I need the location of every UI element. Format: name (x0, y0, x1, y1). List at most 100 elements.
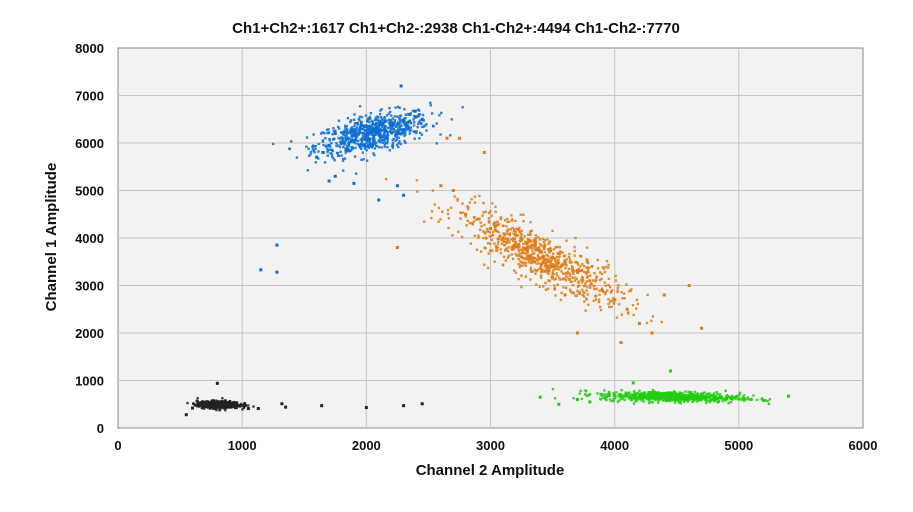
data-point (539, 276, 543, 279)
data-point (522, 251, 526, 255)
data-point (379, 136, 382, 139)
data-point (547, 270, 551, 273)
data-point (358, 115, 362, 119)
data-point (612, 399, 615, 403)
data-point (554, 268, 557, 271)
data-point (366, 139, 369, 142)
data-point (506, 250, 510, 253)
data-point (222, 404, 226, 408)
data-point (313, 151, 316, 154)
data-point (395, 115, 399, 118)
data-point (589, 286, 592, 289)
data-point (398, 139, 401, 143)
data-point (225, 400, 228, 404)
data-point (358, 145, 362, 148)
data-point (515, 245, 518, 249)
data-point (398, 118, 402, 121)
data-point (709, 396, 712, 399)
data-point (581, 293, 584, 297)
data-point (317, 150, 320, 153)
data-point (712, 400, 716, 403)
data-point (397, 136, 400, 139)
data-point (323, 161, 327, 164)
data-point (605, 395, 608, 399)
data-point (345, 129, 349, 132)
data-point (489, 210, 492, 213)
data-point (729, 400, 733, 404)
data-point (579, 265, 582, 268)
data-point (634, 394, 637, 397)
data-point (358, 105, 362, 108)
data-point (709, 399, 713, 402)
data-point (232, 403, 236, 406)
data-point (353, 122, 357, 125)
data-point (547, 260, 550, 264)
data-point (439, 133, 442, 136)
data-point (697, 395, 700, 399)
data-point (414, 110, 417, 113)
data-point (612, 301, 616, 304)
data-point (613, 298, 617, 302)
data-point (416, 190, 419, 193)
data-point (390, 123, 394, 126)
data-point (540, 270, 543, 274)
data-point (683, 400, 686, 403)
data-point (473, 201, 477, 204)
data-point (596, 392, 599, 395)
data-point (321, 151, 325, 154)
data-point (494, 205, 497, 209)
data-point (506, 229, 509, 232)
data-point (399, 127, 403, 131)
data-point (571, 268, 575, 271)
data-point (595, 287, 598, 290)
data-point (511, 237, 515, 240)
data-point (708, 400, 712, 404)
data-point (614, 279, 618, 282)
data-point (526, 251, 529, 254)
data-point (662, 293, 666, 297)
data-point (389, 114, 393, 117)
data-point (640, 395, 644, 399)
data-point (385, 129, 388, 132)
data-point (320, 404, 324, 408)
data-point (246, 407, 250, 411)
data-point (352, 181, 356, 185)
data-point (598, 289, 601, 292)
data-point (513, 227, 516, 231)
data-point (706, 392, 709, 396)
data-point (259, 268, 263, 272)
data-point (438, 114, 441, 117)
data-point (622, 395, 625, 398)
data-point (377, 119, 380, 122)
data-point (560, 291, 563, 295)
data-point (488, 231, 491, 234)
data-point (648, 401, 651, 405)
data-point (284, 405, 288, 409)
data-point (502, 224, 505, 228)
data-point (553, 264, 556, 267)
data-point (477, 234, 480, 237)
x-axis-label: Channel 2 Amplitude (416, 462, 565, 479)
data-point (368, 115, 372, 119)
data-point (389, 124, 393, 128)
data-point (405, 121, 408, 124)
data-point (400, 129, 403, 132)
data-point (350, 126, 354, 129)
data-point (421, 125, 424, 129)
x-axis-ticks: 0 1000 2000 3000 4000 5000 6000 (114, 438, 877, 453)
data-point (520, 239, 524, 242)
y-tick-label: 8000 (75, 41, 104, 56)
data-point (512, 247, 515, 251)
data-point (553, 278, 556, 281)
data-point (460, 235, 464, 239)
data-point (573, 276, 576, 279)
data-point (660, 320, 663, 324)
data-point (430, 210, 434, 213)
data-point (543, 251, 546, 254)
data-point (386, 139, 389, 142)
data-point (350, 135, 354, 139)
data-point (587, 269, 590, 272)
data-point (517, 242, 520, 246)
data-point (395, 132, 399, 135)
data-point (435, 122, 438, 125)
